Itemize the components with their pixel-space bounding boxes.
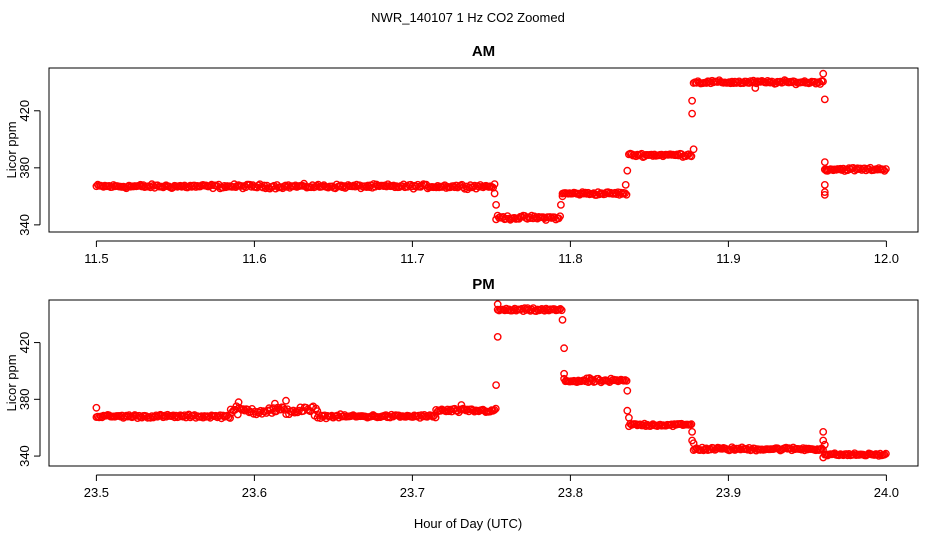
pm-y-tick-label: 380	[17, 388, 32, 410]
data-point	[270, 399, 279, 408]
data-point	[577, 189, 585, 198]
data-point	[751, 84, 760, 92]
data-point	[820, 158, 829, 167]
data-point	[687, 420, 696, 429]
data-point	[234, 398, 243, 407]
data-point	[490, 180, 499, 189]
data-point	[819, 69, 828, 78]
am-panel: AM Licor ppm 11.5 11.6 11.7 11.8 11.9 12.0 340 38…	[4, 43, 919, 266]
pm-y-axis-label: Licor ppm	[4, 354, 19, 411]
data-point	[820, 180, 829, 189]
data-point	[236, 404, 245, 413]
pm-y-tick-label: 420	[17, 332, 32, 354]
am-y-axis-label: Licor ppm	[4, 121, 19, 178]
data-point	[816, 445, 825, 454]
data-point	[557, 200, 565, 209]
data-point	[585, 374, 594, 382]
data-point	[493, 300, 502, 309]
data-point	[560, 344, 568, 353]
am-y-tick-label: 340	[17, 214, 32, 236]
data-point	[688, 427, 696, 436]
am-x-tick-label: 11.5	[84, 251, 108, 266]
data-point	[820, 188, 829, 197]
data-point	[522, 306, 531, 314]
pm-data-points	[92, 300, 890, 462]
data-point	[491, 404, 500, 413]
figure-title: NWR_140107 1 Hz CO2 Zoomed	[371, 10, 565, 25]
am-x-tick-label: 11.7	[400, 251, 424, 266]
am-x-tick-label: 11.9	[716, 251, 740, 266]
data-point	[560, 369, 568, 378]
data-point	[820, 440, 829, 449]
data-point	[819, 453, 828, 462]
data-point	[558, 315, 567, 324]
data-point	[492, 381, 500, 389]
data-point	[689, 145, 698, 154]
data-point	[442, 407, 450, 416]
data-point	[432, 183, 441, 192]
data-point	[687, 152, 696, 161]
data-point	[492, 200, 500, 209]
data-point	[882, 449, 890, 458]
am-x-tick-label: 11.8	[558, 251, 582, 266]
am-y-tick-label: 380	[17, 157, 32, 179]
data-point	[820, 190, 829, 199]
pm-panel: PM Licor ppm 23.5 23.6 23.7 23.8 23.9 24.0 340 38…	[4, 276, 919, 500]
data-point	[621, 189, 629, 198]
pm-x-tick-label: 23.8	[558, 485, 583, 500]
am-y-tick-label: 420	[17, 100, 32, 122]
data-point	[622, 376, 631, 385]
data-point	[282, 396, 290, 405]
pm-x-tick-label: 23.5	[84, 485, 109, 500]
data-point	[880, 166, 889, 175]
data-point	[819, 436, 828, 445]
data-point	[239, 405, 248, 414]
data-point	[621, 180, 630, 189]
data-point	[623, 406, 632, 415]
pm-panel-title: PM	[472, 276, 495, 293]
data-point	[279, 403, 288, 412]
data-point	[689, 439, 698, 448]
data-point	[457, 401, 466, 409]
data-point	[625, 413, 633, 422]
data-point	[820, 95, 829, 104]
pm-x-tick-label: 23.6	[242, 485, 267, 500]
x-axis-label: Hour of Day (UTC)	[414, 516, 522, 531]
am-x-tick-label: 11.6	[242, 251, 266, 266]
am-panel-title: AM	[472, 43, 495, 60]
data-point	[307, 403, 316, 412]
data-point	[556, 304, 565, 313]
data-point	[92, 403, 101, 412]
data-point	[819, 427, 828, 436]
pm-x-tick-label: 23.7	[400, 485, 425, 500]
data-point	[92, 182, 101, 191]
data-point	[729, 444, 738, 453]
data-point	[147, 412, 156, 421]
pm-y-tick-label: 340	[17, 445, 32, 467]
data-point	[688, 96, 696, 105]
data-point	[558, 192, 567, 201]
data-point	[822, 166, 831, 175]
am-data-points	[92, 69, 890, 224]
pm-x-tick-label: 23.9	[716, 485, 741, 500]
data-point	[882, 165, 890, 173]
data-point	[556, 212, 564, 221]
pm-x-tick-label: 24.0	[874, 485, 899, 500]
am-plot-frame	[48, 67, 919, 233]
pm-plot-frame	[48, 299, 919, 467]
data-point	[490, 406, 499, 414]
data-point	[622, 190, 631, 199]
am-x-tick-label: 12.0	[874, 251, 899, 266]
data-point	[819, 77, 827, 86]
data-point	[623, 166, 632, 175]
data-point	[493, 332, 502, 341]
data-point	[688, 109, 696, 118]
data-point	[490, 189, 499, 198]
data-point	[290, 408, 299, 417]
data-point	[623, 386, 632, 395]
data-point	[557, 306, 566, 315]
